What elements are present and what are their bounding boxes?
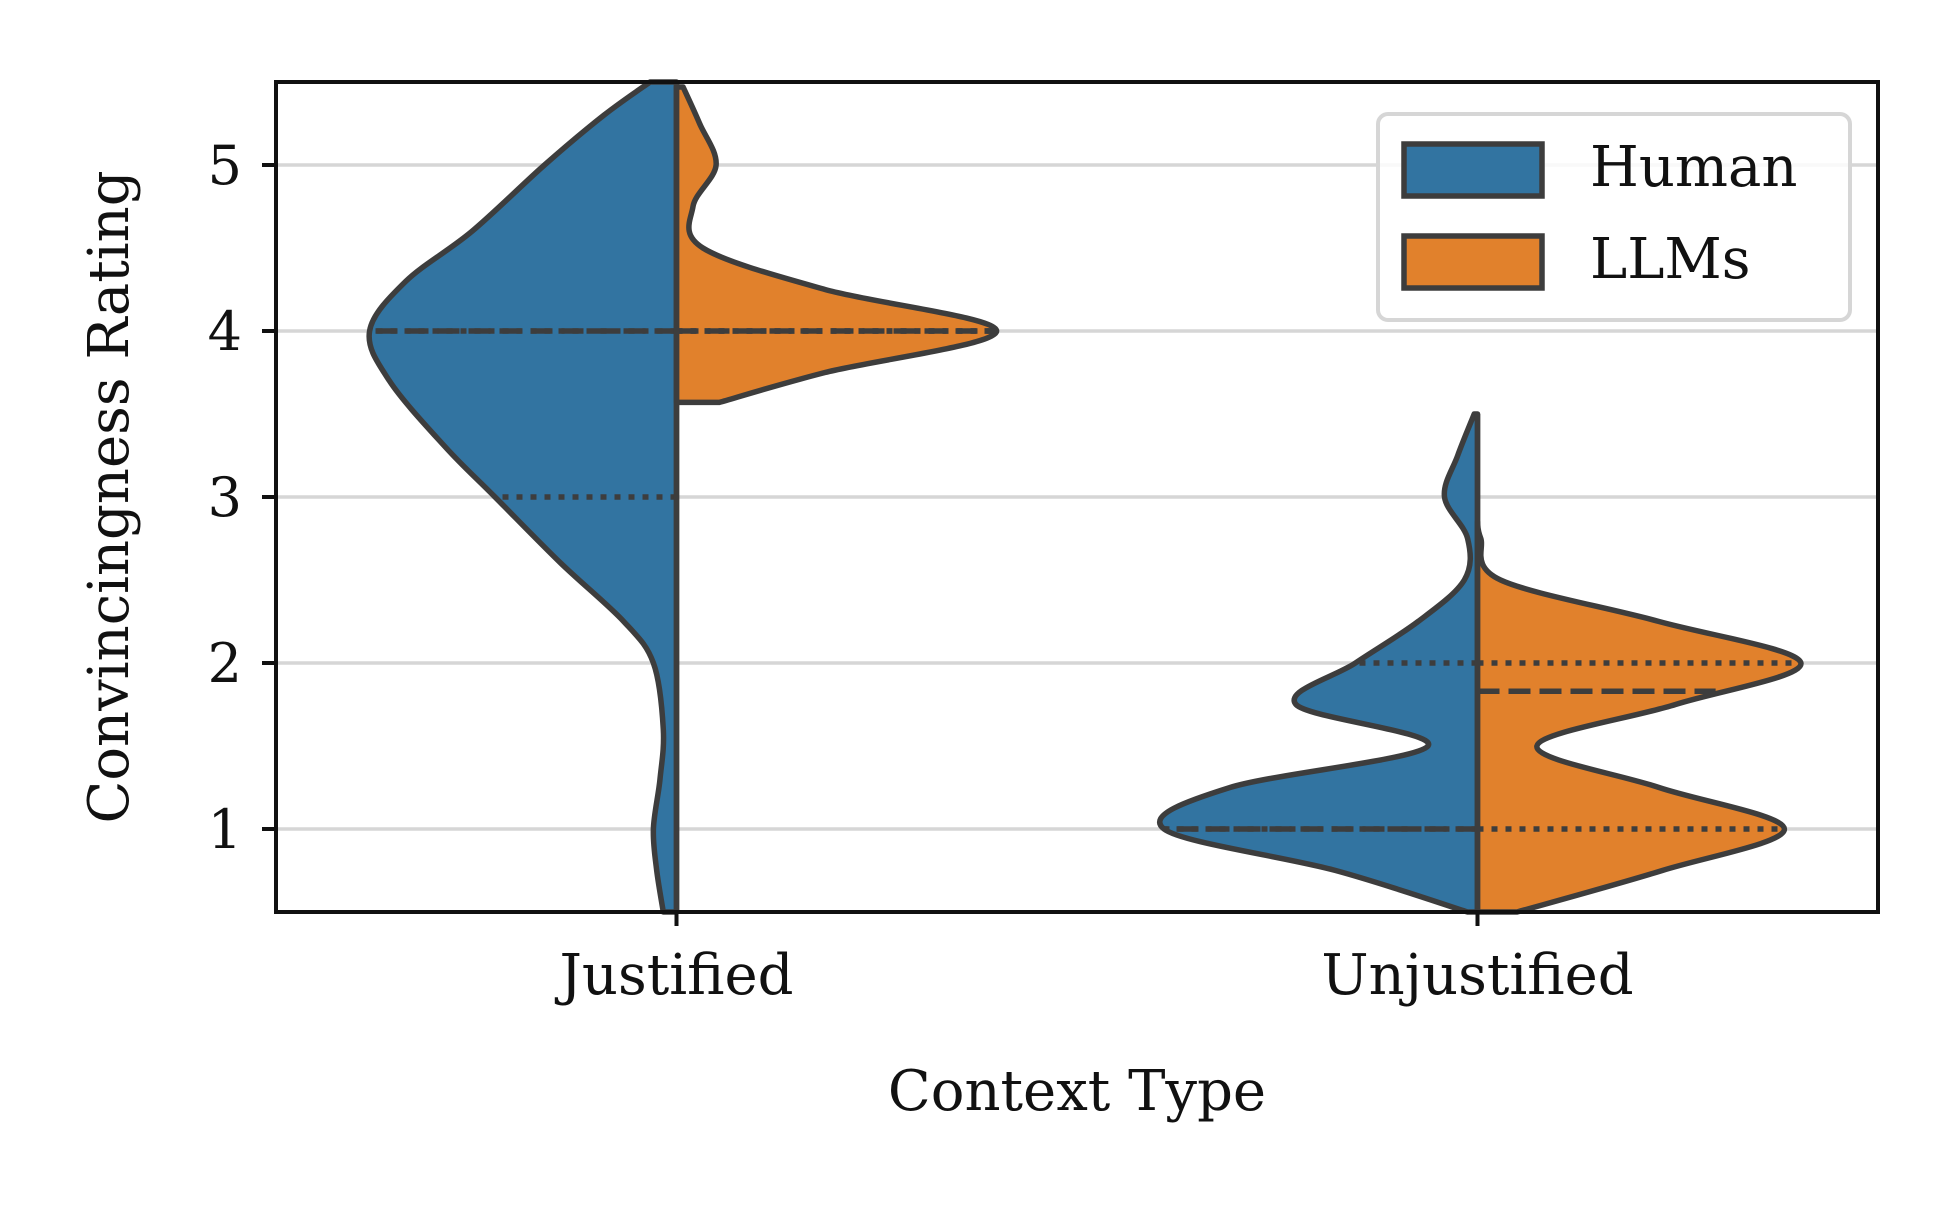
y-tick-label-1: 1 — [208, 798, 242, 861]
y-tick-label-4: 4 — [208, 300, 242, 363]
legend-label-llms: LLMs — [1590, 227, 1750, 292]
violin-human-unjustified — [1157, 411, 1481, 915]
axis-ticks: 1 2 3 4 5 Justified Unjustified — [208, 134, 1634, 1008]
legend-swatch-llms — [1401, 233, 1545, 291]
y-tick-label-5: 5 — [208, 134, 242, 197]
legend-swatch-human — [1401, 141, 1545, 199]
violin-llms-unjustified — [1474, 519, 1804, 915]
y-tick-label-3: 3 — [208, 466, 242, 529]
x-tick-label-0: Justified — [554, 943, 793, 1008]
violin-llms-justified — [673, 84, 1000, 406]
violin-human-justified — [366, 79, 680, 915]
legend: Human LLMs — [1376, 112, 1852, 322]
y-axis-title: Convincingness Rating — [77, 170, 142, 823]
y-tick-label-2: 2 — [208, 632, 242, 695]
legend-label-human: Human — [1590, 135, 1797, 200]
x-tick-label-1: Unjustified — [1321, 943, 1633, 1008]
violins — [366, 79, 1804, 915]
x-axis-title: Context Type — [888, 1059, 1266, 1124]
